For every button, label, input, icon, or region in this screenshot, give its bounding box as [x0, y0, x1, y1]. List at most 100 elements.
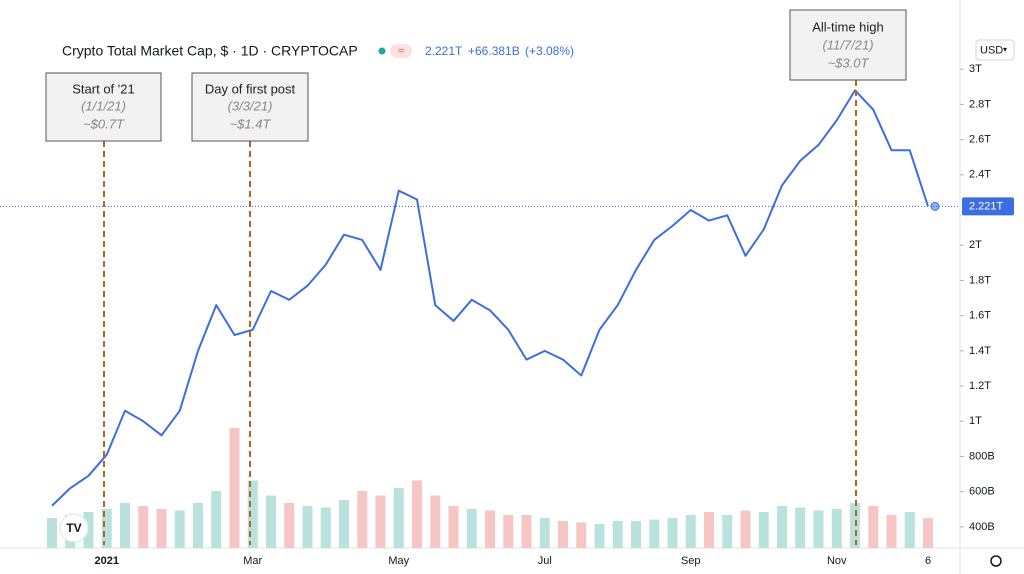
y-tick-label: 2.4T — [969, 169, 991, 181]
volume-bar — [101, 509, 112, 548]
y-tick-label: 1T — [969, 415, 982, 427]
y-tick-label: 2T — [969, 239, 982, 251]
last-price-box — [962, 197, 1014, 216]
volume-bar — [904, 512, 915, 548]
logo-badge — [59, 513, 89, 543]
volume-bar — [503, 515, 514, 548]
annotation: Start of '21 (1/1/21) ~$0.7T — [45, 72, 162, 142]
x-tick-label: May — [388, 555, 409, 567]
annotation-text: (1/1/21) — [81, 98, 126, 113]
volume-bar — [247, 480, 258, 548]
volume-bar — [357, 491, 368, 548]
status-dot — [378, 47, 386, 55]
last-point — [930, 201, 940, 211]
annotation-text: Day of first post — [205, 81, 296, 96]
annotation-text: ~$0.7T — [83, 116, 125, 131]
chart-title: Crypto Total Market Cap, $ · 1D · CRYPTO… — [62, 43, 358, 59]
header-change-pct: (+3.08%) — [525, 44, 574, 58]
volume-bar — [539, 518, 550, 548]
volume-bar — [868, 506, 879, 548]
annotation: All-time high (11/7/21) ~$3.0T — [789, 9, 907, 81]
volume-bar — [211, 491, 222, 548]
volume-bar — [649, 519, 660, 548]
volume-bar — [302, 506, 313, 548]
plot — [51, 89, 940, 507]
volume-bar — [466, 509, 477, 548]
annotation-text: (11/7/21) — [822, 37, 873, 52]
annotation-box — [45, 72, 162, 142]
volume-bar — [266, 495, 276, 548]
volume-bar — [722, 515, 733, 548]
x-tick-label: 6 — [925, 555, 931, 567]
volume-bar — [831, 509, 842, 548]
currency-caret[interactable]: ▾ — [1003, 45, 1007, 54]
y-tick-label: 600B — [969, 486, 995, 498]
volume-bar — [558, 521, 568, 548]
header-change: +66.381B — [468, 44, 520, 58]
y-tick-label: 1.6T — [969, 310, 991, 322]
annotation-text: All-time high — [812, 19, 884, 34]
annotation-text: ~$3.0T — [828, 55, 870, 70]
volume-bar — [339, 500, 349, 548]
volume-bar — [448, 506, 459, 548]
y-tick-label: 2.6T — [969, 134, 991, 146]
y-tick-label: 2.8T — [969, 98, 991, 110]
annotation-box — [789, 9, 907, 81]
volume-bar — [229, 428, 240, 548]
logo: TV — [59, 513, 89, 543]
volume-bar — [138, 506, 149, 548]
x-tick-label: Sep — [681, 555, 701, 567]
volume-bar — [813, 510, 824, 548]
volume-bar — [393, 488, 404, 548]
volume-bar — [667, 518, 678, 548]
y-tick-label: 3T — [969, 63, 982, 75]
volume-bar — [174, 510, 185, 548]
currency-label[interactable]: USD — [980, 44, 1003, 56]
volume-bar — [430, 495, 441, 548]
volume-bar — [704, 512, 714, 548]
annotation-lines — [103, 80, 857, 545]
volume-bar — [320, 507, 331, 548]
x-tick-label: Nov — [827, 555, 847, 567]
y-tick-label: 1.2T — [969, 380, 991, 392]
price-line — [51, 89, 929, 507]
volume-bar — [284, 503, 295, 548]
volume-bar — [685, 515, 696, 548]
volume-bar — [795, 507, 806, 548]
volume-bar — [521, 515, 532, 548]
volume-bar — [777, 506, 787, 548]
volume-bar — [631, 521, 641, 548]
y-tick-label: 1.8T — [969, 274, 991, 286]
volume-bar — [886, 515, 897, 548]
settings-icon[interactable] — [990, 555, 1002, 567]
y-tick-label: 400B — [969, 521, 995, 533]
annotation-text: Start of '21 — [72, 81, 134, 96]
gear[interactable] — [990, 555, 1002, 567]
volume-bar — [156, 509, 167, 548]
annotation: Day of first post (3/3/21) ~$1.4T — [191, 72, 309, 142]
x-tick-label: 2021 — [95, 555, 119, 567]
header-price: 2.221T — [425, 44, 463, 58]
volume-bar — [412, 480, 422, 548]
volume-bar — [612, 521, 623, 548]
volume-bar — [923, 518, 933, 548]
x-tick-label: Mar — [243, 555, 262, 567]
volume-bar — [576, 522, 587, 548]
annotation-box — [191, 72, 309, 142]
volume-bar — [120, 503, 130, 548]
status-icon: ≈ — [398, 45, 404, 57]
volume-bar — [740, 510, 751, 548]
volume-bar — [375, 495, 386, 548]
currency-button[interactable] — [975, 39, 1015, 61]
volume-bar — [594, 524, 605, 548]
volume-pane — [47, 428, 933, 548]
y-tick-label: 1.4T — [969, 345, 991, 357]
x-tick-label: Jul — [538, 555, 552, 567]
volume-bar — [485, 510, 495, 548]
volume-bar — [758, 512, 769, 548]
volume-bar — [47, 518, 57, 548]
logo-mark: TV — [66, 521, 81, 535]
annotation-text: (3/3/21) — [228, 98, 273, 113]
y-tick-label: 800B — [969, 450, 995, 462]
